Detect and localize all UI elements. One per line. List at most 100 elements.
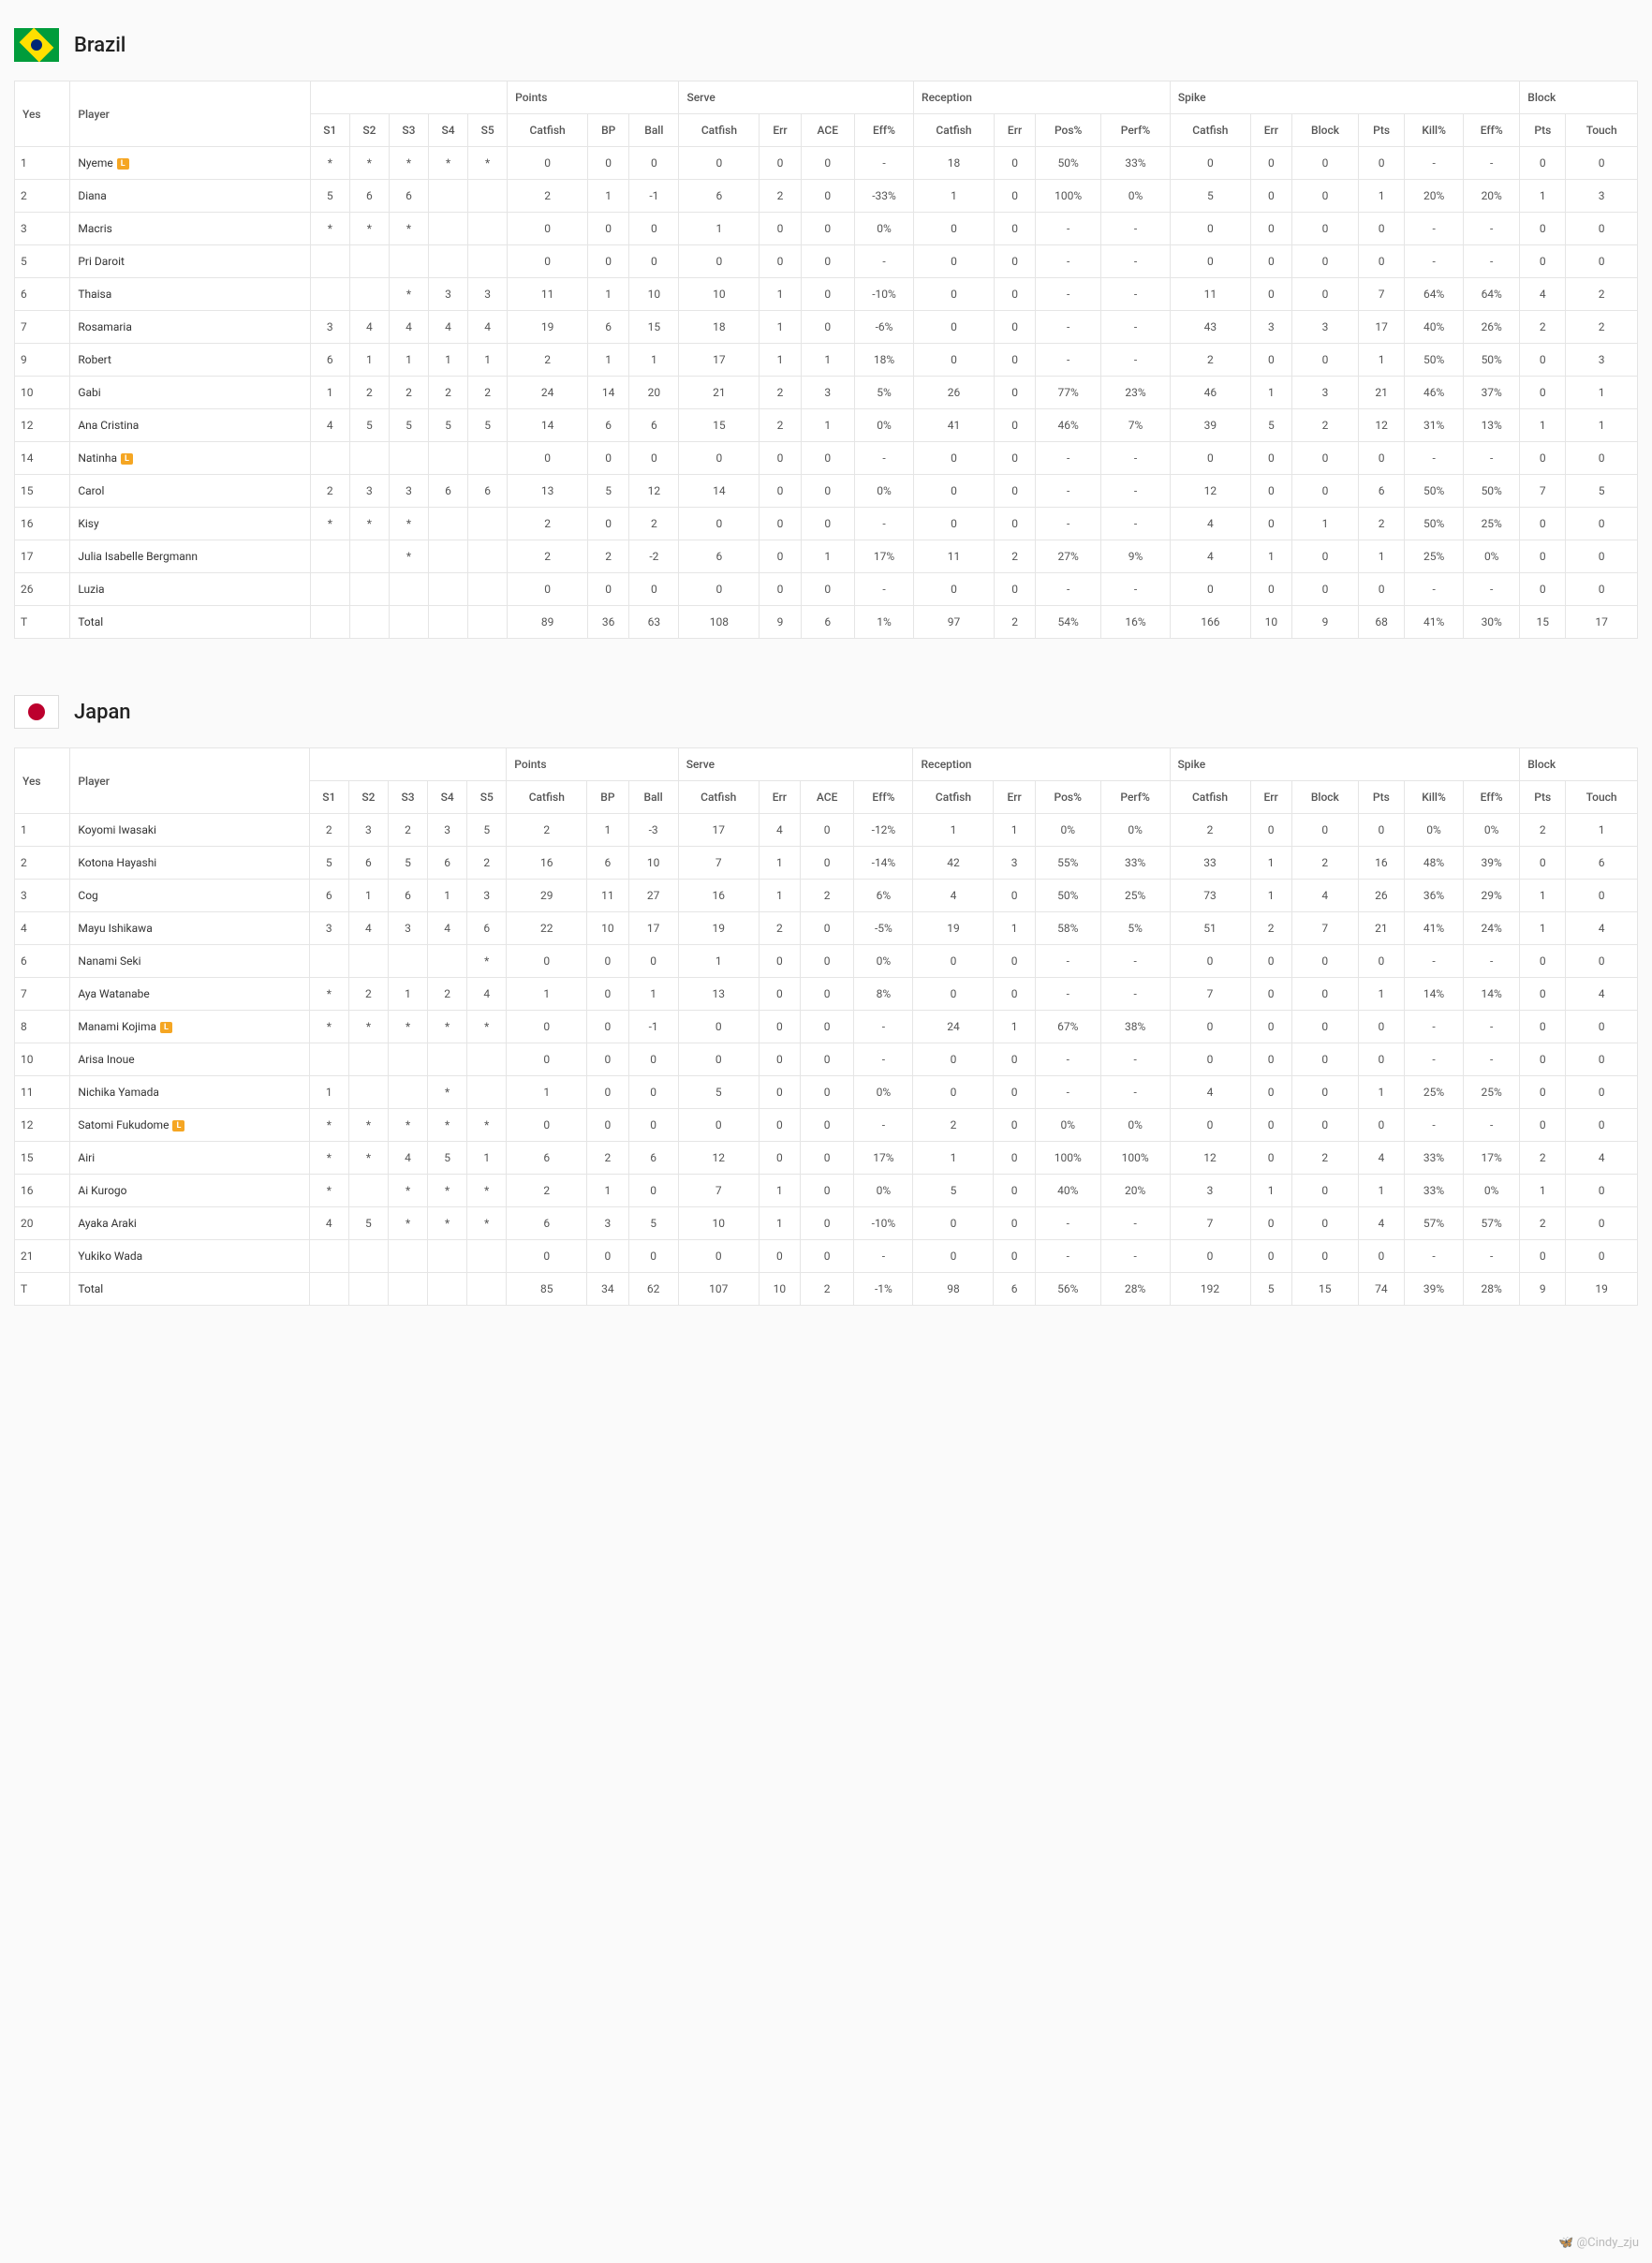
stat-cell	[468, 442, 508, 475]
col-sub: S4	[428, 781, 467, 814]
stat-cell: -	[1036, 475, 1101, 508]
stat-cell: -	[1035, 1043, 1100, 1076]
stat-cell: 0%	[1464, 1175, 1520, 1207]
stat-cell: 33	[1170, 847, 1250, 880]
stat-cell: 12	[1359, 409, 1405, 442]
stat-cell: 0	[994, 311, 1035, 344]
stat-cell: 1	[507, 978, 587, 1011]
libero-badge-icon: L	[172, 1120, 184, 1132]
col-sub: Perf%	[1101, 114, 1171, 147]
stat-cell: 1	[1566, 409, 1638, 442]
stat-cell: 0	[628, 1175, 678, 1207]
stat-cell	[310, 442, 349, 475]
stat-cell: -	[1101, 245, 1171, 278]
stat-cell: 42	[913, 847, 994, 880]
stat-cell: 7	[1520, 475, 1566, 508]
stat-cell: 64%	[1464, 278, 1520, 311]
stat-cell: 7	[1170, 1207, 1250, 1240]
stat-cell: 0	[1292, 147, 1359, 180]
stat-cell	[467, 1240, 507, 1273]
stat-cell: *	[309, 1175, 348, 1207]
stat-cell: -	[1036, 311, 1101, 344]
table-row: 17Julia Isabelle Bergmann*22-260117%1122…	[15, 540, 1638, 573]
stat-cell: 1	[388, 978, 427, 1011]
player-name: Ai Kurogo	[70, 1175, 309, 1207]
stat-cell: -	[1035, 945, 1100, 978]
stat-cell: 0	[507, 1240, 587, 1273]
stat-cell: 0	[1170, 1011, 1250, 1043]
stat-cell: 0	[679, 245, 760, 278]
stat-cell: -14%	[854, 847, 913, 880]
stat-cell: *	[467, 1207, 507, 1240]
stat-cell: *	[467, 945, 507, 978]
stat-cell: *	[467, 1175, 507, 1207]
stat-cell: 4	[389, 311, 428, 344]
col-player: Player	[70, 81, 310, 147]
stat-cell: 15	[679, 409, 760, 442]
table-row: 12Satomi FukudomeL*****000000-200%0%0000…	[15, 1109, 1638, 1142]
stat-cell: 2	[428, 978, 467, 1011]
stat-cell: 85	[507, 1273, 587, 1306]
stat-cell: 58%	[1035, 912, 1100, 945]
stat-cell: -	[1100, 1240, 1170, 1273]
stat-cell: 2	[1520, 814, 1566, 847]
player-number: 5	[15, 245, 70, 278]
stat-cell: 0	[1358, 1043, 1404, 1076]
stat-cell: 0	[1291, 1076, 1358, 1109]
col-group: Reception	[913, 748, 1170, 781]
stat-cell: 30%	[1464, 606, 1520, 639]
stat-cell: 0	[994, 1207, 1035, 1240]
stat-cell: 108	[679, 606, 760, 639]
stat-cell: 28%	[1100, 1273, 1170, 1306]
stat-cell: 11	[587, 880, 628, 912]
stat-cell: 0	[1250, 344, 1291, 377]
stat-cell: 2	[1566, 311, 1638, 344]
team-header: Brazil	[14, 28, 1638, 62]
stat-cell: 0	[1566, 245, 1638, 278]
stat-cell: 89	[508, 606, 588, 639]
stat-cell: 7%	[1101, 409, 1171, 442]
stat-cell: 0	[800, 1011, 853, 1043]
stat-cell: -	[1464, 573, 1520, 606]
stat-cell	[310, 245, 349, 278]
stat-cell: 56%	[1035, 1273, 1100, 1306]
stat-cell: 0	[507, 945, 587, 978]
stat-cell: -3	[628, 814, 678, 847]
col-sub: Catfish	[913, 781, 994, 814]
player-name: Luzia	[70, 573, 310, 606]
table-row: 7Aya Watanabe*212410113008%00--700114%14…	[15, 978, 1638, 1011]
stat-cell: 0	[587, 978, 628, 1011]
stat-cell	[429, 442, 468, 475]
stat-cell: *	[309, 1109, 348, 1142]
stat-cell: 0	[801, 311, 854, 344]
stat-cell: 3	[1250, 311, 1291, 344]
stat-cell: 0	[1292, 540, 1359, 573]
stat-cell: 5	[349, 409, 389, 442]
stat-cell: 17%	[854, 540, 913, 573]
stat-cell: *	[428, 1076, 467, 1109]
stat-cell: 0	[994, 1109, 1035, 1142]
stat-cell: 0	[1566, 880, 1638, 912]
stat-cell: 0	[994, 945, 1035, 978]
stat-cell: 6	[428, 847, 467, 880]
stat-cell: 2	[309, 814, 348, 847]
stat-cell: 4	[1358, 1142, 1404, 1175]
stat-cell: 25%	[1404, 1076, 1463, 1109]
table-row: 16Ai Kurogo****2107100%5040%20%310133%0%…	[15, 1175, 1638, 1207]
table-row: 15Carol233661351214000%00--1200650%50%75	[15, 475, 1638, 508]
stat-cell	[309, 1240, 348, 1273]
stat-cell: 24	[913, 1011, 994, 1043]
stat-cell: 4	[468, 311, 508, 344]
stat-cell: 0	[994, 1076, 1035, 1109]
stat-cell: 6	[429, 475, 468, 508]
stat-cell: *	[309, 1011, 348, 1043]
stat-cell: 4	[913, 880, 994, 912]
stat-cell	[429, 180, 468, 213]
stat-cell: 3	[389, 475, 428, 508]
stat-cell: 0	[1520, 1109, 1566, 1142]
stat-cell: 3	[1292, 377, 1359, 409]
stat-cell: 0	[914, 213, 995, 245]
col-sub: BP	[588, 114, 629, 147]
stat-cell: -5%	[854, 912, 913, 945]
stat-cell: 10	[679, 278, 760, 311]
